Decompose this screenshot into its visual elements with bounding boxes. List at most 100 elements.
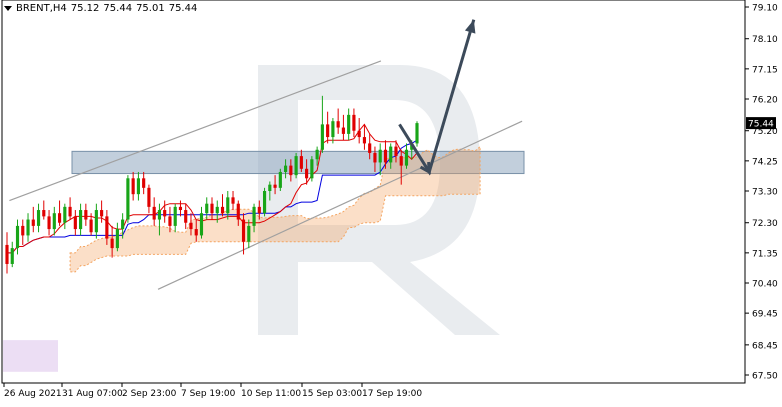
candle-body — [73, 216, 77, 230]
candle — [131, 171, 135, 201]
candle-body — [315, 149, 319, 160]
candle-body — [262, 191, 267, 214]
candle-body — [152, 206, 156, 220]
candle-body — [189, 222, 193, 230]
candle-body — [284, 165, 288, 172]
candle-body — [63, 206, 67, 223]
candle — [52, 206, 56, 236]
candle-body — [199, 213, 204, 236]
y-tick-label: 73.30 — [752, 188, 778, 198]
candle — [157, 203, 162, 236]
x-tick-label: 2 Sep 23:00 — [122, 389, 177, 399]
candle — [326, 111, 330, 144]
y-tick-label: 74.25 — [752, 157, 778, 167]
forecast-bounce-head — [419, 161, 431, 175]
candle — [294, 152, 298, 179]
candle — [26, 213, 30, 242]
candle-body — [173, 206, 177, 226]
candle — [257, 200, 261, 220]
candle — [89, 213, 93, 236]
candle — [394, 140, 398, 163]
candle-body — [299, 156, 303, 169]
x-tick-label: 10 Sep 11:00 — [241, 389, 301, 399]
candle-body — [36, 210, 41, 226]
candle-body — [252, 206, 256, 226]
candle — [305, 159, 309, 185]
candle-body — [268, 184, 272, 191]
collapse-triangle-icon[interactable] — [4, 5, 12, 11]
candle-body — [415, 123, 419, 144]
candle-body — [215, 206, 219, 214]
open-value: 75.12 — [70, 3, 100, 14]
candle-body — [341, 127, 345, 134]
channel-lower-line — [157, 120, 523, 290]
candle — [189, 213, 193, 236]
y-tick-label: 79.10 — [752, 4, 778, 14]
candles — [5, 95, 419, 274]
candle-body — [257, 206, 261, 214]
candle-body — [147, 187, 151, 207]
candle-body — [294, 156, 298, 176]
channel-upper-line — [9, 60, 382, 202]
candle-body — [42, 210, 46, 217]
candle-body — [84, 210, 88, 220]
candle-body — [310, 159, 314, 179]
candle-body — [368, 143, 372, 153]
x-tick-label: 31 Aug 07:00 — [62, 389, 123, 399]
low-value: 75.01 — [136, 3, 165, 14]
candle-body — [320, 124, 324, 150]
candle-body — [5, 244, 9, 264]
candle-body — [157, 210, 162, 220]
candle-body — [210, 203, 214, 214]
candle — [205, 197, 209, 220]
last-price-tag — [746, 117, 776, 130]
candle-body — [205, 203, 209, 214]
support-zone — [71, 150, 525, 175]
candle — [252, 203, 256, 233]
candle-body — [115, 229, 119, 249]
candle — [278, 168, 282, 191]
candle — [36, 203, 41, 233]
ichimoku-cloud — [3, 145, 481, 372]
candle-body — [26, 219, 30, 236]
candle — [262, 187, 267, 217]
candle-body — [373, 152, 377, 163]
candle-body — [305, 168, 309, 179]
candle-body — [289, 165, 293, 176]
y-tick-label: 70.40 — [752, 280, 778, 290]
candle-body — [378, 149, 382, 163]
candle — [373, 146, 377, 172]
candle — [184, 203, 188, 230]
trend-channel — [9, 60, 523, 290]
candle-body — [68, 206, 72, 217]
axes: 79.10 78.10 77.15 76.20 75.20 74.25 73.30 72.30… — [1, 0, 778, 399]
candle-body — [241, 219, 246, 242]
candle-body — [52, 213, 56, 230]
candle-body — [347, 114, 351, 134]
candle-body — [89, 219, 93, 233]
candle — [142, 171, 146, 195]
candle — [357, 118, 361, 144]
candle — [178, 200, 183, 217]
candle-body — [126, 178, 130, 220]
candle-body — [142, 178, 146, 188]
x-tick-label: 7 Sep 19:00 — [181, 389, 236, 399]
x-tick-label: 15 Sep 03:00 — [302, 389, 362, 399]
candle-body — [57, 213, 62, 223]
candle — [336, 108, 340, 134]
y-tick-label: 76.20 — [752, 96, 778, 106]
candle — [163, 200, 167, 223]
candle-body — [231, 197, 235, 204]
symbol-label: BRENT,H4 — [16, 3, 67, 14]
candle — [194, 219, 198, 242]
candle — [147, 184, 151, 214]
candle — [31, 206, 35, 233]
high-value: 75.44 — [103, 3, 133, 14]
candle-body — [236, 203, 240, 220]
candle-body — [404, 149, 409, 166]
candle-body — [178, 206, 183, 211]
symbol-header: BRENT,H4 75.12 75.44 75.01 75.44 — [4, 3, 201, 14]
candle — [136, 171, 140, 201]
